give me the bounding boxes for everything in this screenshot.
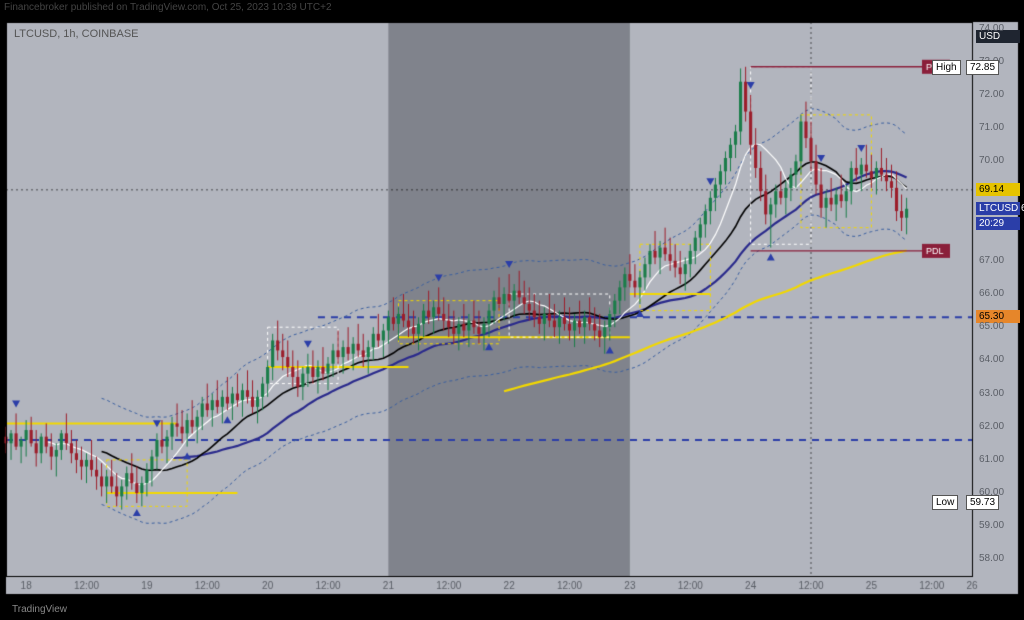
y-axis-label: 70.00 <box>976 154 1020 167</box>
ticker-label: LTCUSD, 1h, COINBASE <box>14 28 139 40</box>
y-axis-label: 61.00 <box>976 453 1020 466</box>
y-axis-label: 67.00 <box>976 254 1020 267</box>
y-axis-label: LTCUSD 68.57 <box>976 202 1020 215</box>
y-axis-label: 69.14 <box>976 183 1020 196</box>
price-chart[interactable] <box>0 0 1024 620</box>
y-axis-label: 62.00 <box>976 420 1020 433</box>
y-axis-label: 64.00 <box>976 353 1020 366</box>
y-axis-label: 72.00 <box>976 88 1020 101</box>
y-axis-label: 71.00 <box>976 121 1020 134</box>
tradingview-logo: TradingView <box>12 604 67 615</box>
price-pill: High <box>932 60 961 75</box>
y-axis-label: 59.00 <box>976 519 1020 532</box>
y-axis-label: 63.00 <box>976 387 1020 400</box>
price-pill: Low <box>932 495 958 510</box>
y-axis-label: 66.00 <box>976 287 1020 300</box>
y-axis-label: 74.00 <box>976 22 1020 35</box>
y-axis-label: 65.00 <box>976 320 1020 333</box>
publish-header: Financebroker published on TradingView.c… <box>4 2 332 13</box>
price-pill: 59.73 <box>966 495 999 510</box>
y-axis-label: 58.00 <box>976 552 1020 565</box>
price-pill: 72.85 <box>966 60 999 75</box>
y-axis-label: 20:29 <box>976 217 1020 230</box>
